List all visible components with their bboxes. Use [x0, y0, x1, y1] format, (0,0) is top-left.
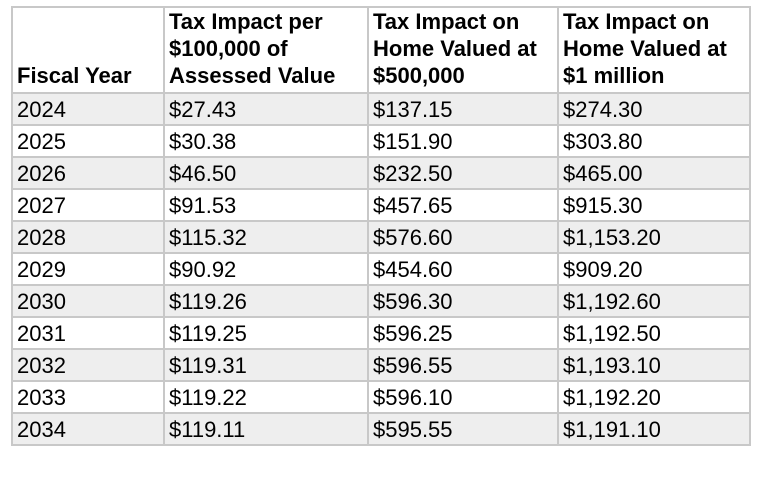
amount-cell: $909.20 [557, 252, 751, 286]
year-cell: 2027 [11, 188, 165, 222]
amount-cell: $27.43 [163, 92, 369, 126]
amount-cell: $465.00 [557, 156, 751, 190]
amount-cell: $457.65 [367, 188, 559, 222]
year-cell: 2028 [11, 220, 165, 254]
amount-cell: $1,192.60 [557, 284, 751, 318]
amount-cell: $151.90 [367, 124, 559, 158]
amount-cell: $119.31 [163, 348, 369, 382]
amount-cell: $119.26 [163, 284, 369, 318]
year-cell: 2033 [11, 380, 165, 414]
year-cell: 2030 [11, 284, 165, 318]
amount-cell: $915.30 [557, 188, 751, 222]
table-row: 2028 $115.32 $576.60 $1,153.20 [11, 220, 751, 254]
table-row: 2027 $91.53 $457.65 $915.30 [11, 188, 751, 222]
amount-cell: $595.55 [367, 412, 559, 446]
amount-cell: $1,193.10 [557, 348, 751, 382]
amount-cell: $1,191.10 [557, 412, 751, 446]
amount-cell: $30.38 [163, 124, 369, 158]
year-cell: 2029 [11, 252, 165, 286]
amount-cell: $596.55 [367, 348, 559, 382]
table-row: 2034 $119.11 $595.55 $1,191.10 [11, 412, 751, 446]
amount-cell: $119.11 [163, 412, 369, 446]
table-row: 2033 $119.22 $596.10 $1,192.20 [11, 380, 751, 414]
amount-cell: $46.50 [163, 156, 369, 190]
table-row: 2024 $27.43 $137.15 $274.30 [11, 92, 751, 126]
column-header: Tax Impact on Home Valued at $500,000 [367, 6, 559, 94]
year-cell: 2024 [11, 92, 165, 126]
amount-cell: $1,192.20 [557, 380, 751, 414]
column-header: Tax Impact on Home Valued at $1 million [557, 6, 751, 94]
table-row: 2025 $30.38 $151.90 $303.80 [11, 124, 751, 158]
year-cell: 2032 [11, 348, 165, 382]
amount-cell: $119.25 [163, 316, 369, 350]
tax-table: Fiscal Year Tax Impact per $100,000 of As… [11, 6, 751, 446]
column-header: Fiscal Year [11, 6, 165, 94]
table-body: 2024 $27.43 $137.15 $274.30 2025 $30.38 $151.9… [11, 92, 751, 446]
amount-cell: $596.25 [367, 316, 559, 350]
amount-cell: $115.32 [163, 220, 369, 254]
table-row: 2026 $46.50 $232.50 $465.00 [11, 156, 751, 190]
amount-cell: $137.15 [367, 92, 559, 126]
year-cell: 2025 [11, 124, 165, 158]
amount-cell: $232.50 [367, 156, 559, 190]
amount-cell: $90.92 [163, 252, 369, 286]
table-row: 2032 $119.31 $596.55 $1,193.10 [11, 348, 751, 382]
amount-cell: $454.60 [367, 252, 559, 286]
header-row: Fiscal Year Tax Impact per $100,000 of As… [11, 6, 751, 94]
table-row: 2031 $119.25 $596.25 $1,192.50 [11, 316, 751, 350]
year-cell: 2026 [11, 156, 165, 190]
amount-cell: $576.60 [367, 220, 559, 254]
amount-cell: $274.30 [557, 92, 751, 126]
table-row: 2030 $119.26 $596.30 $1,192.60 [11, 284, 751, 318]
amount-cell: $303.80 [557, 124, 751, 158]
amount-cell: $596.30 [367, 284, 559, 318]
amount-cell: $91.53 [163, 188, 369, 222]
year-cell: 2034 [11, 412, 165, 446]
year-cell: 2031 [11, 316, 165, 350]
column-header: Tax Impact per $100,000 of Assessed Valu… [163, 6, 369, 94]
table-row: 2029 $90.92 $454.60 $909.20 [11, 252, 751, 286]
amount-cell: $119.22 [163, 380, 369, 414]
amount-cell: $596.10 [367, 380, 559, 414]
table-header: Fiscal Year Tax Impact per $100,000 of As… [11, 6, 751, 94]
amount-cell: $1,153.20 [557, 220, 751, 254]
amount-cell: $1,192.50 [557, 316, 751, 350]
